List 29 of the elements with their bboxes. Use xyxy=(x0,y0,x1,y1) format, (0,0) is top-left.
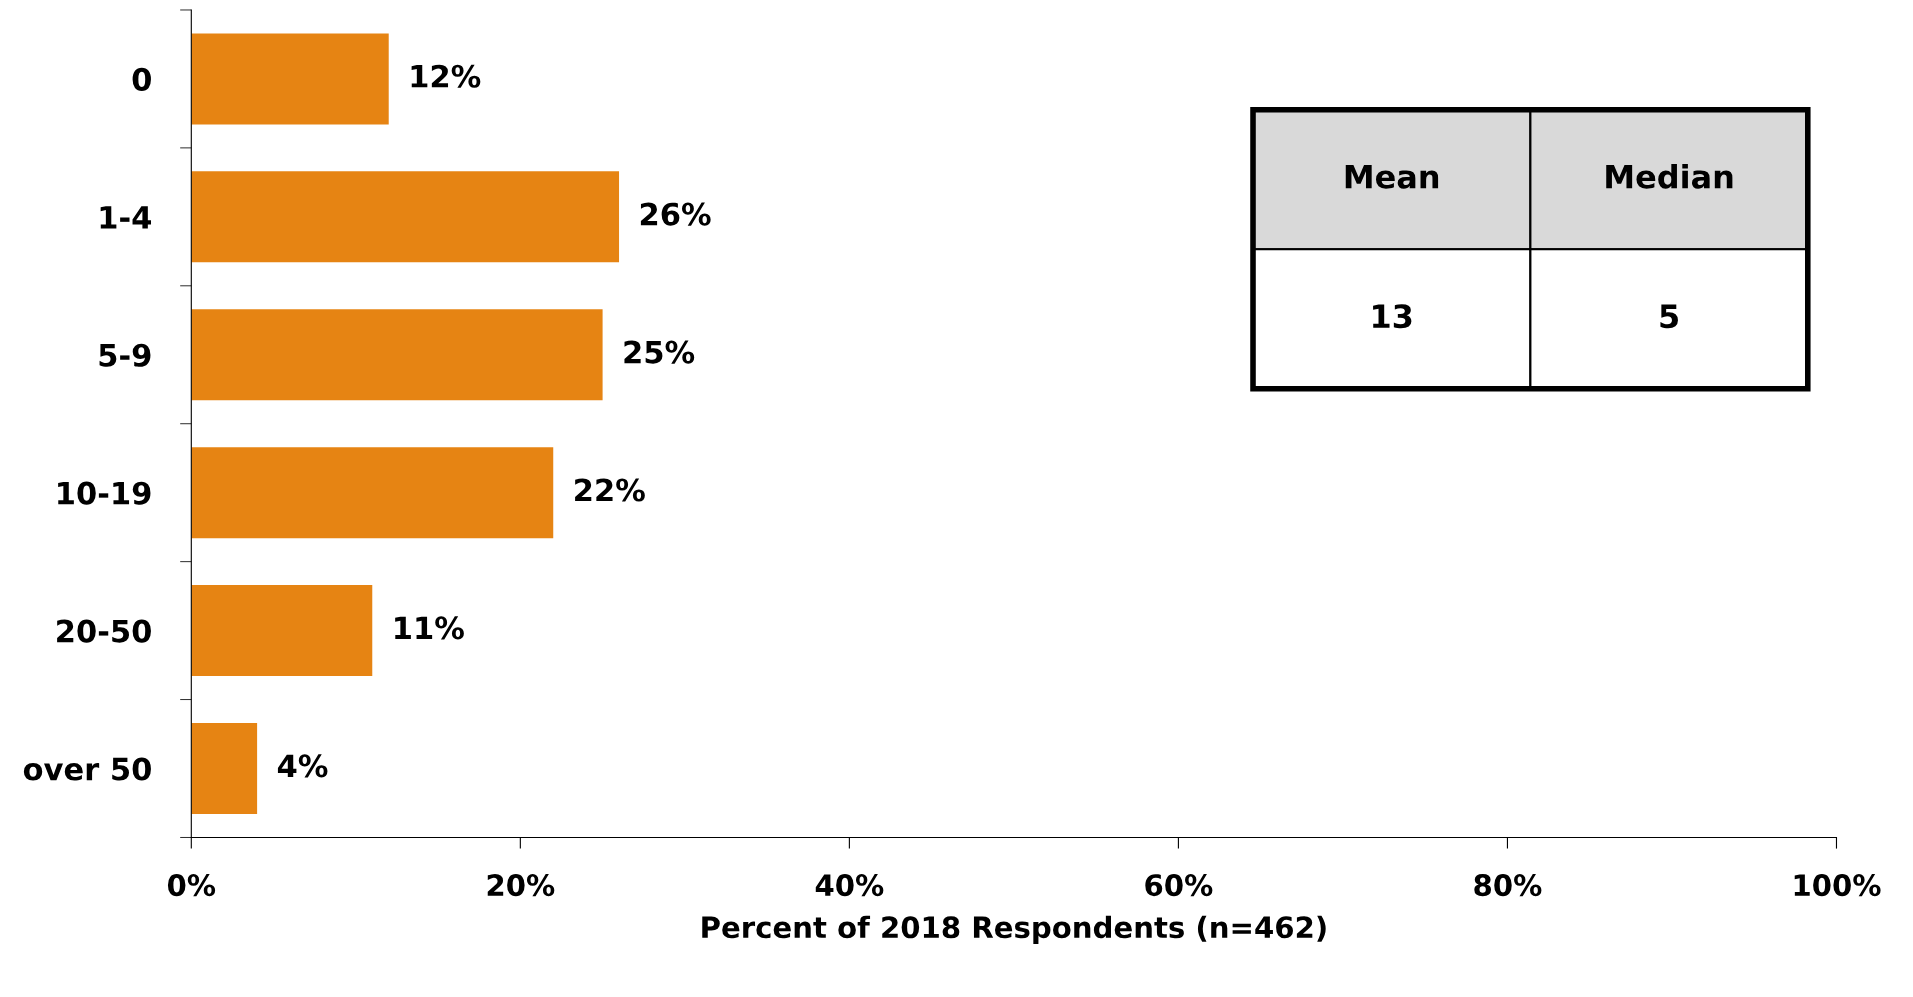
annotation: 13 xyxy=(1373,304,1412,329)
data-label: 4% xyxy=(277,754,328,778)
x-tick-label: 0% xyxy=(167,874,216,897)
y-tick-label: 1-4 xyxy=(100,206,152,229)
bar xyxy=(191,33,389,125)
y-tick-label: 0 xyxy=(132,67,151,91)
x-tick-label: 20% xyxy=(487,874,555,897)
data-label: 26% xyxy=(640,202,711,226)
y-tick-label: 10-19 xyxy=(58,481,151,505)
x-tick-label: 40% xyxy=(815,874,884,897)
x-axis-title: Percent of 2018 Respondents (n=462) xyxy=(702,915,1326,944)
data-label: 12% xyxy=(411,64,481,88)
bar xyxy=(191,447,554,539)
data-label: 25% xyxy=(624,340,695,364)
data-label: 11% xyxy=(395,616,464,640)
y-tick-label: 20-50 xyxy=(57,619,151,643)
annotation: Mean xyxy=(1345,164,1439,189)
bar xyxy=(191,309,603,401)
annotation: 5 xyxy=(1660,304,1678,329)
y-tick-label: 5-9 xyxy=(99,343,151,367)
x-tick-label: 100% xyxy=(1794,874,1881,897)
bar xyxy=(191,723,258,815)
annotation: Median xyxy=(1606,164,1733,189)
x-tick-label: 80% xyxy=(1474,874,1542,897)
data-label: 22% xyxy=(575,478,645,502)
x-tick-label: 60% xyxy=(1145,874,1213,897)
bar xyxy=(191,171,620,263)
y-tick-label: over 50 xyxy=(23,757,151,781)
bar xyxy=(191,585,373,677)
